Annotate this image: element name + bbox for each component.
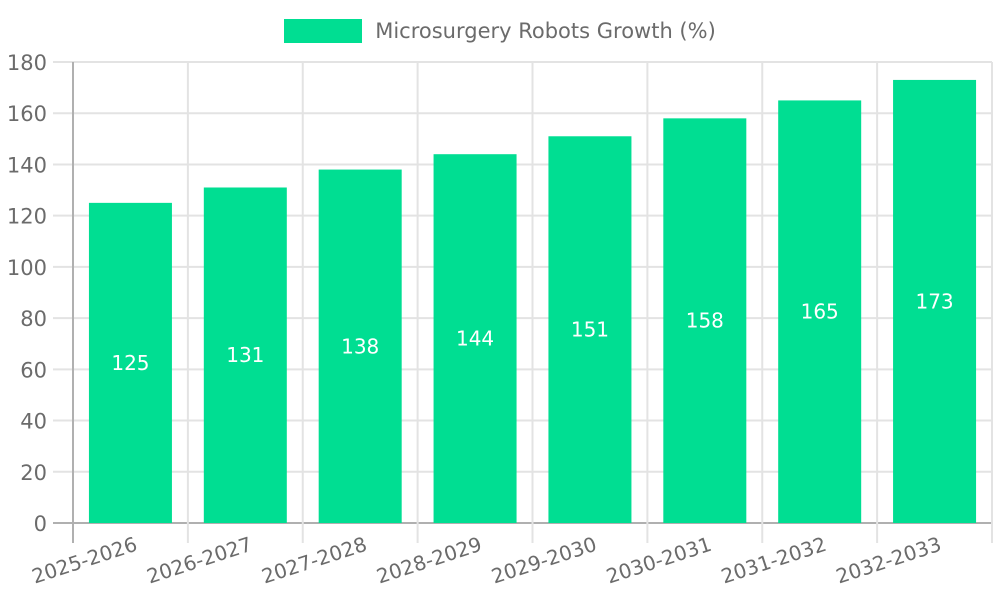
bar-value-label: 158 — [686, 309, 724, 333]
y-axis-label: 140 — [7, 153, 47, 177]
y-axis-label: 80 — [20, 307, 47, 331]
y-axis-label: 100 — [7, 256, 47, 280]
y-axis-label: 160 — [7, 102, 47, 126]
x-axis-label: 2025-2026 — [29, 532, 140, 589]
legend-label: Microsurgery Robots Growth (%) — [375, 19, 716, 43]
bar-2031-2032[interactable] — [778, 100, 862, 524]
bar-value-label: 125 — [111, 351, 149, 375]
x-axis-label: 2031-2032 — [718, 532, 829, 589]
bar-value-label: 151 — [571, 318, 609, 342]
bar-2030-2031[interactable] — [663, 118, 747, 523]
bar-2029-2030[interactable] — [548, 136, 632, 523]
bar-2028-2029[interactable] — [433, 154, 517, 523]
x-axis-label: 2032-2033 — [833, 532, 944, 589]
x-axis-label: 2029-2030 — [488, 532, 599, 589]
bar-value-label: 131 — [226, 343, 264, 367]
bar-2025-2026[interactable] — [88, 202, 172, 523]
y-axis-label: 0 — [34, 512, 47, 536]
bar-2032-2033[interactable] — [893, 79, 977, 523]
y-axis-label: 120 — [7, 205, 47, 229]
x-axis-label: 2030-2031 — [603, 532, 714, 589]
chart-legend[interactable]: Microsurgery Robots Growth (%) — [0, 19, 1000, 43]
y-axis-label: 20 — [20, 461, 47, 485]
bar-2026-2027[interactable] — [203, 187, 287, 523]
bar-value-label: 138 — [341, 334, 379, 358]
y-axis-label: 180 — [7, 51, 47, 75]
bar-value-label: 173 — [915, 289, 953, 313]
y-axis-label: 40 — [20, 410, 47, 434]
x-axis-label: 2026-2027 — [144, 532, 255, 589]
x-axis-label: 2028-2029 — [374, 532, 485, 589]
x-axis-label: 2027-2028 — [259, 532, 370, 589]
legend-swatch — [284, 19, 363, 43]
bar-value-label: 144 — [456, 327, 494, 351]
y-axis-label: 60 — [20, 358, 47, 382]
bar-2027-2028[interactable] — [318, 169, 402, 524]
bar-value-label: 165 — [801, 300, 839, 324]
